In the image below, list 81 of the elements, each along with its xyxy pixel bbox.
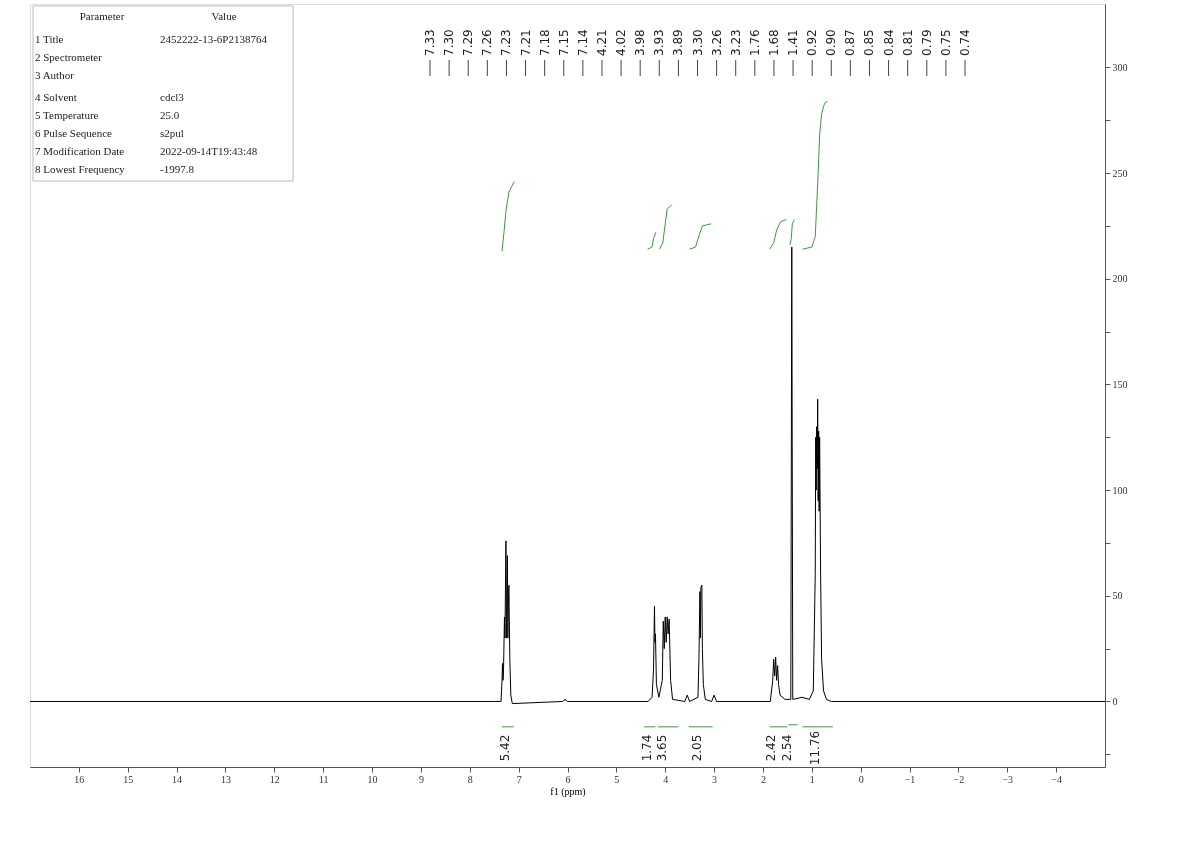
x-tick-label: 15: [123, 773, 134, 785]
x-tick-label: 4: [663, 773, 669, 785]
annotation: 0.85: [862, 29, 877, 56]
x-tick-label: 0: [858, 773, 864, 785]
annotation: 3.65: [655, 734, 669, 762]
annotation: s2pul: [160, 127, 184, 139]
x-tick-label: 2: [760, 773, 766, 785]
y-tick-label: 200: [1112, 273, 1128, 285]
x-tick-label: 11: [318, 773, 329, 785]
annotation: 5.42: [498, 734, 512, 762]
annotation: 3.26: [709, 29, 724, 56]
annotation: 7.14: [575, 29, 590, 56]
x-tick-label: −3: [1002, 773, 1014, 785]
annotation: 2.42: [764, 734, 778, 762]
annotation: 2 Spectrometer: [35, 51, 103, 63]
annotation: 7 Modification Date: [35, 145, 125, 157]
annotation: Value: [211, 10, 237, 22]
annotation: 0.92: [805, 29, 820, 56]
annotation: 7.30: [442, 29, 457, 56]
y-tick-label: 100: [1112, 484, 1128, 496]
annotation: 7.33: [423, 29, 437, 56]
annotation: cdcl3: [160, 91, 185, 103]
annotation: 4.21: [594, 29, 609, 56]
x-tick-label: 16: [74, 773, 85, 785]
annotation: 7.26: [480, 29, 495, 56]
annotation: 7.15: [556, 29, 571, 56]
x-tick-label: −4: [1051, 773, 1062, 785]
annotation: 1.68: [766, 29, 781, 56]
annotation: 7.18: [537, 29, 552, 56]
x-tick-label: −1: [904, 773, 916, 785]
y-tick-label: 50: [1112, 590, 1123, 602]
annotation: 0.81: [900, 29, 915, 56]
annotation: 5 Temperature: [35, 109, 99, 121]
y-tick-label: 150: [1112, 378, 1128, 390]
annotation: 2452222-13-6P2138764: [160, 33, 268, 45]
x-tick-label: 10: [367, 773, 378, 785]
annotation: 2022-09-14T19:43:48: [160, 145, 258, 157]
annotation: 4.02: [614, 29, 629, 56]
x-tick-label: 7: [516, 773, 522, 785]
x-tick-label: 6: [565, 773, 571, 785]
annotation: -1997.8: [160, 163, 195, 175]
annotation: 1 Title: [35, 33, 64, 45]
annotation: 1.74: [640, 734, 654, 762]
annotation: 0.75: [938, 29, 953, 56]
x-tick-label: 14: [172, 773, 183, 785]
annotation: 4 Solvent: [35, 91, 77, 103]
annotation: 2.05: [690, 734, 704, 762]
annotation: 1.76: [747, 29, 762, 56]
x-tick-label: −2: [953, 773, 965, 785]
annotation: 3 Author: [35, 69, 75, 81]
annotation: 0.79: [919, 29, 934, 56]
x-tick-label: 8: [467, 773, 473, 785]
annotation: 0.87: [843, 29, 858, 56]
y-tick-label: 300: [1112, 61, 1128, 73]
annotation: 0.84: [881, 29, 896, 56]
annotation: 6 Pulse Sequence: [35, 127, 113, 139]
x-tick-label: 12: [269, 773, 280, 785]
annotation: 3.93: [652, 29, 667, 56]
annotation: 1.41: [786, 29, 801, 56]
annotation: 7.23: [499, 29, 514, 56]
annotation: Parameter: [79, 10, 125, 22]
annotation: 2.54: [780, 734, 794, 762]
annotation: 11.76: [808, 730, 822, 766]
annotation: 7.21: [518, 29, 533, 56]
annotation: 3.30: [690, 29, 705, 56]
y-tick-label: 250: [1112, 167, 1128, 179]
annotation: 7.29: [461, 29, 476, 56]
annotation: 0.90: [824, 29, 839, 56]
x-axis-title: f1 (ppm): [550, 785, 586, 798]
annotation: 0.74: [958, 29, 972, 56]
x-tick-label: 3: [712, 773, 718, 785]
annotation: 3.98: [633, 29, 648, 56]
annotation: 3.89: [671, 29, 686, 56]
x-tick-label: 9: [418, 773, 424, 785]
x-tick-label: 1: [809, 773, 815, 785]
x-tick-label: 5: [614, 773, 620, 785]
annotation: 3.23: [728, 29, 743, 56]
annotation: 8 Lowest Frequency: [35, 163, 126, 175]
y-tick-label: 0: [1112, 695, 1118, 707]
x-tick-label: 13: [220, 773, 231, 785]
annotation: 25.0: [160, 109, 180, 121]
